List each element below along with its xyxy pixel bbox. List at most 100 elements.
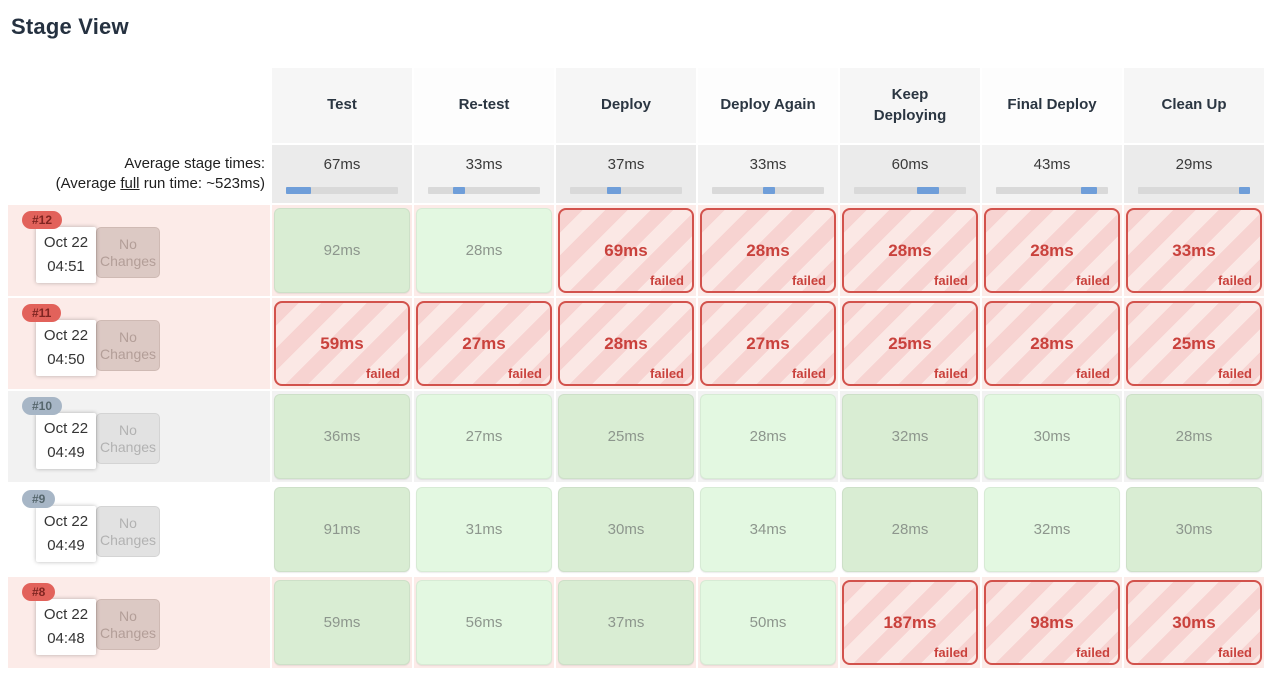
failed-label: failed [1076, 366, 1110, 381]
stage-cell-duration: 30ms [1033, 428, 1071, 445]
stage-cell-backdrop: 27ms [414, 391, 554, 482]
stage-cell-duration: 91ms [323, 521, 361, 538]
stage-cell[interactable]: 91ms [274, 487, 410, 572]
stage-cell[interactable]: 28ms [416, 208, 552, 293]
stage-cell-backdrop: 36ms [272, 391, 412, 482]
stage-cell-duration: 31ms [465, 521, 503, 538]
stage-cell-failed[interactable]: 98ms failed [984, 580, 1120, 665]
stage-cell-backdrop: 30ms [556, 484, 696, 575]
stage-cell-duration: 27ms [462, 333, 506, 353]
stage-cell-backdrop: 25ms [556, 391, 696, 482]
run-date-card[interactable]: Oct 22 04:50 [36, 320, 96, 376]
run-badge[interactable]: #12 [22, 211, 63, 229]
stage-cell[interactable]: 59ms [274, 580, 410, 665]
stage-cell[interactable]: 28ms [700, 394, 836, 479]
stage-share-progress-bar [712, 187, 824, 194]
stage-share-progress-fill [1239, 187, 1250, 194]
failed-label: failed [792, 366, 826, 381]
stage-cell-duration: 27ms [746, 333, 790, 353]
stage-cell-failed[interactable]: 59ms failed [274, 301, 410, 386]
stage-cell-backdrop: 33ms failed [1124, 205, 1264, 296]
no-changes-button[interactable]: No Changes [96, 227, 160, 278]
average-time-0: 67ms [272, 145, 412, 203]
stage-cell-duration: 25ms [607, 428, 645, 445]
stage-cell[interactable]: 28ms [842, 487, 978, 572]
stage-cell[interactable]: 30ms [1126, 487, 1262, 572]
stage-cell[interactable]: 30ms [558, 487, 694, 572]
stage-cell[interactable]: 27ms [416, 394, 552, 479]
stage-cell-failed[interactable]: 28ms failed [842, 208, 978, 293]
stage-share-progress-fill [762, 187, 776, 194]
stage-view-table: Test Re-test Deploy Deploy Again Keep Deploy… [8, 68, 1264, 668]
stage-cell[interactable]: 25ms [558, 394, 694, 479]
stage-cell[interactable]: 34ms [700, 487, 836, 572]
run-info-9: #9 Oct 22 04:49 No Changes [8, 484, 270, 575]
stage-share-progress-bar [570, 187, 682, 194]
stage-cell-duration: 28ms [746, 240, 790, 260]
stage-cell-backdrop: 91ms [272, 484, 412, 575]
stage-cell[interactable]: 56ms [416, 580, 552, 665]
stage-cell-backdrop: 37ms [556, 577, 696, 668]
stage-cell-failed[interactable]: 25ms failed [842, 301, 978, 386]
stage-cell-failed[interactable]: 30ms failed [1126, 580, 1262, 665]
stage-header-4: Keep Deploying [840, 68, 980, 143]
page-title: Stage View [11, 14, 129, 39]
stage-cell[interactable]: 32ms [842, 394, 978, 479]
stage-cell-backdrop: 28ms failed [556, 298, 696, 389]
failed-label: failed [1076, 645, 1110, 660]
stage-cell-duration: 32ms [891, 428, 929, 445]
stage-cell[interactable]: 36ms [274, 394, 410, 479]
stage-share-progress-fill [607, 187, 621, 194]
run-badge[interactable]: #9 [22, 490, 56, 508]
stage-cell-backdrop: 56ms [414, 577, 554, 668]
stage-cell[interactable]: 30ms [984, 394, 1120, 479]
average-full-run-line2: (Average full run time: ~523ms) [56, 174, 265, 194]
run-date: Oct 22 [43, 606, 89, 623]
run-badge[interactable]: #10 [22, 397, 63, 415]
run-date-card[interactable]: Oct 22 04:51 [36, 227, 96, 283]
stage-cell-duration: 56ms [465, 614, 503, 631]
stage-cell-failed[interactable]: 28ms failed [984, 208, 1120, 293]
stage-cell-failed[interactable]: 27ms failed [700, 301, 836, 386]
stage-cell-failed[interactable]: 28ms failed [984, 301, 1120, 386]
stage-cell[interactable]: 92ms [274, 208, 410, 293]
stage-cell[interactable]: 32ms [984, 487, 1120, 572]
stage-cell[interactable]: 28ms [1126, 394, 1262, 479]
stage-cell-duration: 32ms [1033, 521, 1071, 538]
stage-cell[interactable]: 37ms [558, 580, 694, 665]
stage-cell-backdrop: 34ms [698, 484, 838, 575]
stage-cell-failed[interactable]: 33ms failed [1126, 208, 1262, 293]
no-changes-button[interactable]: No Changes [96, 320, 160, 371]
failed-label: failed [508, 366, 542, 381]
average-time-value: 33ms [465, 156, 503, 173]
stage-share-progress-fill [286, 187, 311, 194]
stage-cell-failed[interactable]: 69ms failed [558, 208, 694, 293]
stage-cell-failed[interactable]: 28ms failed [700, 208, 836, 293]
stage-cell[interactable]: 31ms [416, 487, 552, 572]
no-changes-button[interactable]: No Changes [96, 413, 160, 464]
stage-cell-backdrop: 32ms [840, 391, 980, 482]
stage-header-0: Test [272, 68, 412, 143]
average-time-3: 33ms [698, 145, 838, 203]
run-date-card[interactable]: Oct 22 04:49 [36, 413, 96, 469]
stage-cell-duration: 28ms [1030, 333, 1074, 353]
run-date-card[interactable]: Oct 22 04:48 [36, 599, 96, 655]
stage-header-1: Re-test [414, 68, 554, 143]
stage-cell-failed[interactable]: 27ms failed [416, 301, 552, 386]
stage-cell[interactable]: 50ms [700, 580, 836, 665]
stage-cell-failed[interactable]: 28ms failed [558, 301, 694, 386]
stage-cell-backdrop: 30ms [1124, 484, 1264, 575]
no-changes-button[interactable]: No Changes [96, 506, 160, 557]
stage-cell-backdrop: 50ms [698, 577, 838, 668]
run-badge[interactable]: #8 [22, 583, 56, 601]
stage-share-progress-fill [917, 187, 940, 194]
average-time-1: 33ms [414, 145, 554, 203]
stage-cell-failed[interactable]: 187ms failed [842, 580, 978, 665]
no-changes-button[interactable]: No Changes [96, 599, 160, 650]
run-badge[interactable]: #11 [22, 304, 62, 322]
average-time-2: 37ms [556, 145, 696, 203]
stage-cell-failed[interactable]: 25ms failed [1126, 301, 1262, 386]
stage-cell-duration: 30ms [607, 521, 645, 538]
run-date-card[interactable]: Oct 22 04:49 [36, 506, 96, 562]
avg-line2-suffix: run time: ~523ms) [139, 175, 265, 192]
